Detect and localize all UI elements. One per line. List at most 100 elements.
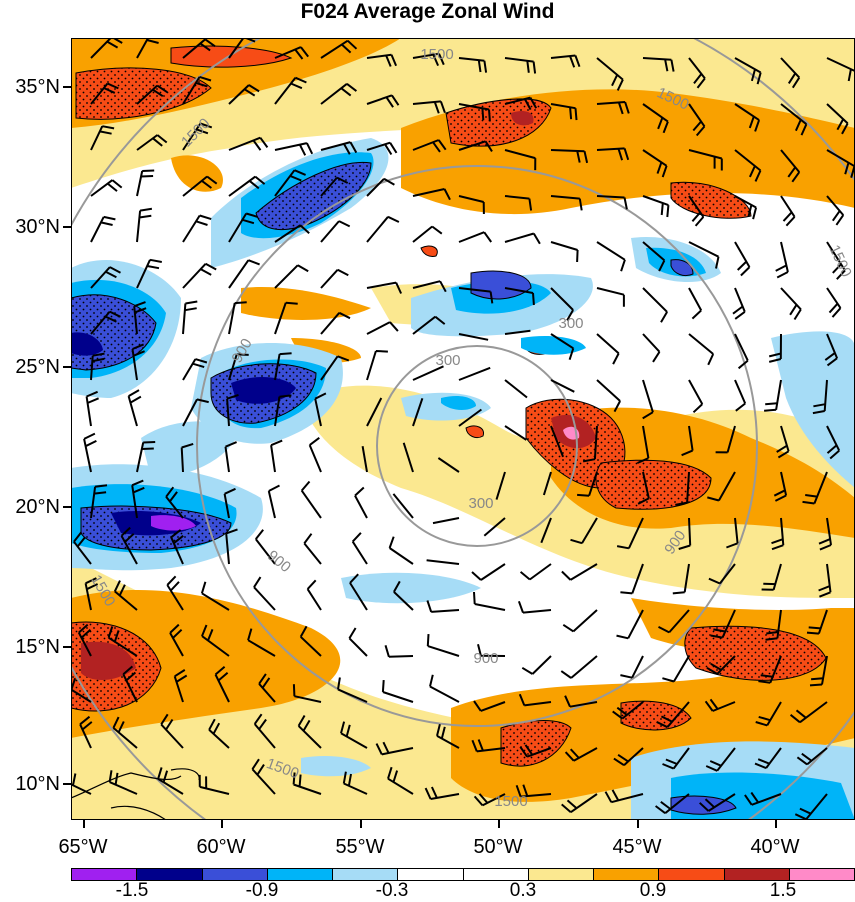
wind-barb (471, 563, 506, 581)
lon-label: 50°W (473, 836, 523, 858)
wind-barb (366, 94, 400, 108)
wind-barb (604, 789, 644, 804)
wind-barb (270, 439, 283, 473)
wind-barb (642, 195, 670, 218)
wind-barb (715, 425, 736, 454)
wind-barb (688, 103, 706, 137)
wind-barb (412, 365, 444, 381)
wind-barb (656, 701, 690, 729)
wind-barb (642, 333, 661, 363)
wind-barb (225, 528, 238, 565)
wind-barb (90, 179, 123, 197)
wind-barb (550, 54, 581, 68)
wind-barb (596, 147, 630, 161)
wind-barb (704, 698, 736, 712)
wind-barb (775, 241, 789, 279)
wind-barb (160, 713, 184, 749)
colorbar (71, 868, 855, 881)
wind-barb (681, 425, 694, 457)
lat-tick (63, 783, 71, 785)
wind-barb (818, 563, 832, 598)
wind-barb (228, 259, 260, 289)
wind-barb (182, 300, 198, 335)
wind-barb (612, 701, 644, 720)
wind-barb (780, 103, 808, 136)
lat-tick (63, 226, 71, 228)
wind-barb (688, 287, 703, 320)
colorbar-label: 0.3 (509, 880, 537, 901)
wind-barb (366, 53, 398, 67)
lat-label: 25°N (15, 356, 60, 378)
wind-barb (131, 343, 145, 381)
wind-barb (392, 493, 414, 519)
wind-barb (274, 76, 307, 105)
wind-barb (308, 437, 322, 473)
wind-barb (200, 581, 230, 611)
colorbar-label: -0.3 (375, 880, 409, 901)
wind-barb (458, 333, 489, 341)
wind-barb (224, 441, 237, 473)
wind-barb (642, 379, 654, 420)
wind-barb (182, 122, 213, 151)
lat-label: 10°N (15, 773, 60, 795)
lat-label: 30°N (15, 216, 60, 238)
wind-barb (780, 287, 802, 321)
wind-barb (351, 532, 368, 565)
wind-barb (826, 195, 845, 226)
contour-label: 900 (473, 650, 498, 667)
wind-barb (596, 241, 626, 272)
wind-barb (349, 573, 368, 611)
lon-label: 55°W (335, 836, 385, 858)
chart-title: F024 Average Zonal Wind (300, 0, 555, 23)
wind-barb (84, 577, 99, 611)
wind-barb (754, 747, 782, 770)
wind-barb (387, 766, 414, 795)
wind-barb (274, 224, 310, 243)
distance-contours (71, 38, 855, 820)
wind-barb (182, 75, 212, 105)
wind-barb (182, 175, 218, 197)
colorbar-label: -1.5 (115, 880, 149, 901)
wind-barb (292, 684, 322, 703)
wind-barb (424, 786, 460, 800)
wind-barb (564, 695, 598, 708)
wind-barb (550, 149, 589, 164)
lon-tick (360, 820, 362, 828)
wind-barb (734, 149, 762, 182)
wind-barb (688, 241, 720, 269)
contour-label: 300 (468, 495, 493, 512)
wind-barb (796, 747, 828, 766)
wind-barb (320, 39, 358, 59)
wind-barb (637, 425, 650, 464)
wind-barb (706, 655, 736, 675)
colorbar-swatch (724, 869, 790, 880)
colorbar-label: 1.5 (769, 880, 797, 901)
wind-barb (761, 563, 782, 591)
colorbar-swatch (333, 869, 399, 880)
wind-barb (375, 741, 414, 756)
contour-label: 1500 (494, 793, 527, 810)
wind-barb (802, 471, 828, 505)
wind-barb (688, 195, 705, 227)
wind-barb (458, 366, 491, 381)
colorbar-swatch (72, 869, 138, 880)
wind-barb (122, 665, 138, 703)
wind-barb (113, 580, 138, 611)
wind-barb (412, 100, 446, 114)
wind-barb (504, 329, 531, 335)
wind-barb (182, 214, 212, 243)
wind-barb (495, 471, 506, 500)
wind-barb (458, 287, 494, 304)
wind-barb (85, 390, 99, 427)
wind-barb (274, 46, 309, 60)
wind-barb (564, 747, 598, 762)
wind-barb (550, 287, 574, 321)
wind-barb (297, 715, 322, 749)
wind-barb (458, 103, 491, 122)
wind-barb (582, 425, 598, 463)
wind-barb (182, 358, 208, 381)
wind-barb (412, 315, 446, 335)
wind-barb (274, 169, 306, 197)
wind-barb (705, 747, 736, 772)
wind-barb (734, 57, 762, 85)
